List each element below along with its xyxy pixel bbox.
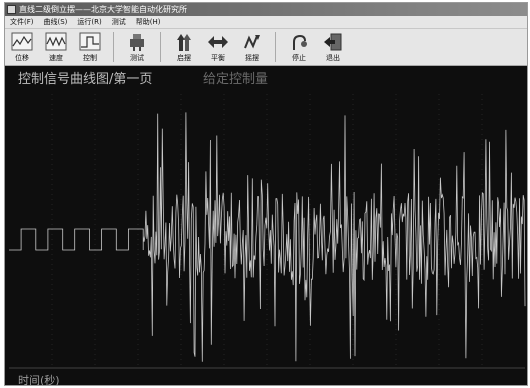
exit-button[interactable]: 退出 [316,30,350,64]
test-icon [130,34,144,51]
control-curve-icon [79,32,101,51]
stop-button[interactable]: 停止 [282,30,316,64]
application-window: 直线二级倒立摆——北京大学智能自动化研究所 文件(F) 曲线(S) 运行(R) … [4,2,528,386]
velocity-button-label: 速度 [49,54,63,62]
toolbar-separator [113,32,114,62]
balance-icon [208,36,228,48]
plot-title: 控制信号曲线图/第一页 [18,72,153,87]
window-title: 直线二级倒立摆——北京大学智能自动化研究所 [19,5,187,14]
app-icon [7,5,16,14]
toolbar: 位移 速度 控制 测试 [5,29,527,66]
swing-up-button[interactable]: 启摆 [167,30,201,64]
x-axis-label: 时间(秒) [18,374,60,386]
control-signal-chart [9,94,526,369]
menu-help[interactable]: 帮助(H) [135,18,161,26]
menu-bar: 文件(F) 曲线(S) 运行(R) 测试 帮助(H) [5,16,527,29]
exit-icon [324,33,342,51]
toolbar-separator [160,32,161,62]
stop-button-label: 停止 [292,54,306,62]
test-button-label: 测试 [130,54,144,62]
control-button[interactable]: 控制 [73,30,107,64]
plot-subtitle: 给定控制量 [203,72,269,87]
swing-up-icon [177,34,191,51]
title-bar: 直线二级倒立摆——北京大学智能自动化研究所 [5,3,527,16]
velocity-curve-icon [45,32,67,51]
exit-button-label: 退出 [326,54,340,62]
menu-file[interactable]: 文件(F) [10,18,34,26]
swing-button-label: 摇摆 [245,54,259,62]
toolbar-separator [275,32,276,62]
displacement-button[interactable]: 位移 [5,30,39,64]
menu-test[interactable]: 测试 [111,18,126,26]
displacement-button-label: 位移 [15,54,29,62]
control-signal-trace [9,112,526,362]
plot-area: 控制信号曲线图/第一页 给定控制量 时间(秒) [5,66,527,386]
balance-button[interactable]: 平衡 [201,30,235,64]
test-button[interactable]: 测试 [120,30,154,64]
stop-icon [293,34,307,50]
swing-up-button-label: 启摆 [177,54,191,62]
swing-icon [244,35,260,49]
velocity-button[interactable]: 速度 [39,30,73,64]
balance-button-label: 平衡 [211,54,225,62]
swing-button[interactable]: 摇摆 [235,30,269,64]
menu-curves[interactable]: 曲线(S) [43,18,68,26]
control-button-label: 控制 [83,54,97,62]
menu-run[interactable]: 运行(R) [77,18,102,26]
displacement-curve-icon [11,32,33,51]
